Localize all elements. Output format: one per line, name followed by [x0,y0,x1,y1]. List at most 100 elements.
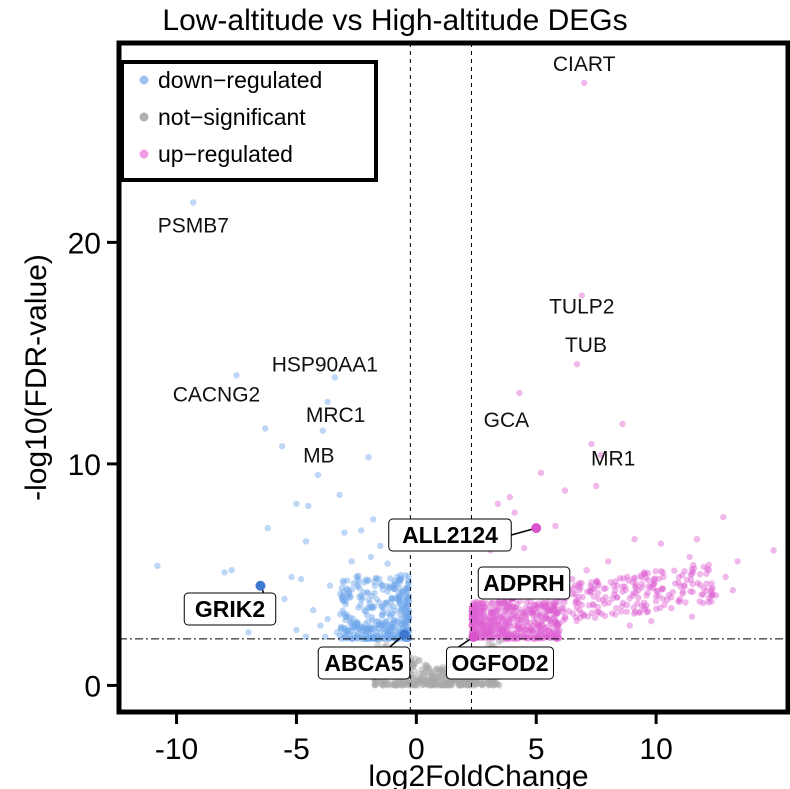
scatter-point [382,599,389,607]
gene-label: TULP2 [549,296,614,319]
scatter-point [396,598,403,606]
scatter-point [499,630,506,637]
gene-label: GCA [484,409,530,432]
scatter-point [428,668,436,676]
scatter-point [593,578,600,585]
scatter-point [632,584,640,591]
scatter-point [700,599,707,607]
scatter-point [281,595,288,603]
scatter-point [560,608,567,615]
scatter-point [620,575,627,582]
scatter-point [529,628,536,636]
scatter-point [597,451,605,459]
scatter-point [507,612,515,620]
scatter-point [368,613,376,621]
scatter-point [507,632,514,639]
scatter-point [431,673,438,681]
scatter-point [541,602,548,610]
scatter-point [456,682,463,689]
scatter-point [331,374,338,381]
scatter-point [734,558,741,565]
scatter-point [445,682,452,689]
scatter-point [636,609,643,616]
scatter-point [595,580,602,587]
scatter-point [519,620,526,627]
scatter-point [447,682,454,689]
scatter-point [378,619,385,626]
scatter-point [404,580,412,588]
scatter-point [487,622,494,629]
scatter-point [644,570,652,577]
scatter-point [687,588,694,595]
scatter-point [486,681,493,688]
scatter-point [339,607,346,614]
scatter-point [503,605,510,612]
scatter-point [657,604,664,611]
scatter-point [402,622,409,629]
scatter-point [551,634,558,642]
scatter-point [373,679,380,686]
scatter-point [393,681,401,689]
scatter-point [429,670,436,678]
scatter-point [546,607,553,614]
scatter-point [599,597,607,604]
scatter-point [417,675,425,683]
scatter-point [515,635,522,642]
scatter-point [424,664,431,672]
scatter-point [391,680,398,688]
scatter-point [503,623,510,631]
scatter-point [480,634,487,641]
scatter-point [342,598,349,605]
scatter-point [340,592,348,599]
x-tick-label: 5 [528,733,545,766]
scatter-point [439,667,446,675]
scatter-point [495,638,503,646]
scatter-point [384,622,391,629]
scatter-point [428,673,436,680]
scatter-point [539,599,547,606]
scatter-point [531,601,539,608]
scatter-point [578,292,585,299]
scatter-point [477,619,484,627]
scatter-point [403,588,410,595]
scatter-point [492,627,500,634]
scatter-point [479,624,486,631]
scatter-point [439,673,447,680]
scatter-point [558,604,565,611]
scatter-point [522,610,530,617]
scatter-point [584,588,591,595]
scatter-point [366,626,373,633]
scatter-point [648,618,655,625]
legend-label: not−significant [158,104,306,130]
scatter-point [489,679,496,686]
scatter-point [619,588,626,595]
scatter-point [484,678,491,685]
scatter-point [342,616,349,624]
scatter-point [487,615,494,622]
scatter-point [653,587,661,594]
scatter-point [465,681,473,689]
scatter-point [573,604,580,611]
scatter-point [414,677,421,684]
scatter-point [643,592,650,599]
scatter-point [513,635,520,642]
scatter-point [513,612,520,619]
scatter-point [341,625,348,632]
scatter-point [498,614,506,622]
scatter-point [537,602,544,609]
scatter-point [373,575,380,582]
scatter-point [373,595,380,603]
scatter-point [388,628,396,635]
scatter-point [509,604,516,611]
scatter-point [470,614,478,621]
scatter-point [474,609,481,617]
scatter-point [497,630,504,638]
scatter-point [497,622,505,629]
scatter-point [396,601,403,608]
scatter-point [472,678,479,685]
scatter-point [362,576,369,583]
scatter-point [572,598,580,605]
scatter-point [391,585,398,593]
scatter-point [336,491,343,499]
scatter-point [538,621,546,628]
